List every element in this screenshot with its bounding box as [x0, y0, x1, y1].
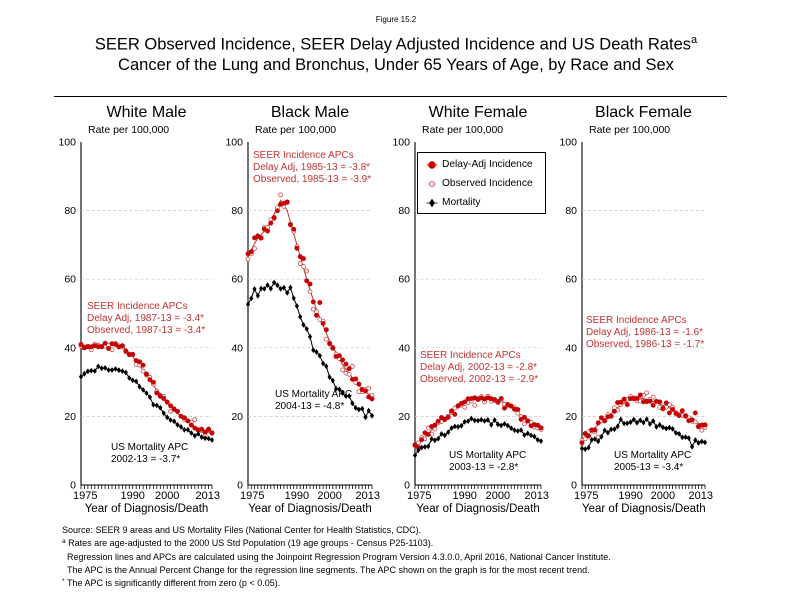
- svg-text:1975: 1975: [240, 490, 264, 502]
- svg-text:20: 20: [231, 411, 243, 423]
- svg-text:20: 20: [398, 411, 410, 423]
- svg-text:80: 80: [565, 205, 577, 217]
- svg-text:2013: 2013: [356, 490, 380, 502]
- svg-text:1975: 1975: [73, 490, 97, 502]
- svg-text:1990: 1990: [452, 490, 476, 502]
- svg-text:60: 60: [64, 274, 76, 286]
- svg-text:60: 60: [565, 274, 577, 286]
- svg-text:80: 80: [64, 205, 76, 217]
- svg-text:20: 20: [565, 411, 577, 423]
- svg-text:1990: 1990: [120, 490, 144, 502]
- svg-text:2000: 2000: [651, 490, 675, 502]
- svg-text:1990: 1990: [285, 490, 309, 502]
- svg-text:100: 100: [225, 137, 243, 149]
- svg-text:60: 60: [231, 274, 243, 286]
- svg-text:80: 80: [398, 205, 410, 217]
- svg-text:1990: 1990: [618, 490, 642, 502]
- svg-text:100: 100: [58, 137, 76, 149]
- svg-text:1975: 1975: [574, 490, 598, 502]
- svg-text:1975: 1975: [407, 490, 431, 502]
- svg-text:2013: 2013: [196, 490, 220, 502]
- svg-text:40: 40: [398, 342, 410, 354]
- svg-text:40: 40: [231, 342, 243, 354]
- svg-text:40: 40: [565, 342, 577, 354]
- svg-text:100: 100: [392, 137, 410, 149]
- svg-text:2000: 2000: [155, 490, 179, 502]
- svg-text:60: 60: [398, 274, 410, 286]
- svg-text:80: 80: [231, 205, 243, 217]
- svg-text:40: 40: [64, 342, 76, 354]
- svg-text:2000: 2000: [486, 490, 510, 502]
- svg-text:20: 20: [64, 411, 76, 423]
- svg-text:2013: 2013: [525, 490, 549, 502]
- svg-text:100: 100: [559, 137, 577, 149]
- svg-text:2000: 2000: [317, 490, 341, 502]
- svg-text:2013: 2013: [689, 490, 713, 502]
